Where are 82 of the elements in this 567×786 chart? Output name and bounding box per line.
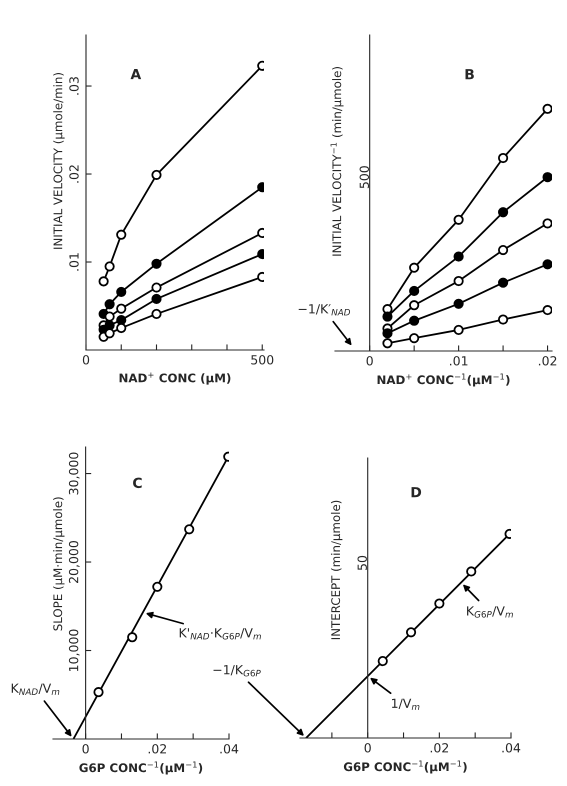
point — [542, 104, 552, 114]
point — [409, 262, 420, 273]
text: B — [466, 69, 474, 80]
point — [116, 230, 126, 240]
point — [104, 328, 115, 338]
point — [382, 312, 393, 322]
x-tick-label: 0 — [364, 743, 371, 753]
point — [542, 259, 552, 270]
point — [542, 218, 552, 228]
point — [382, 328, 393, 338]
point — [116, 304, 126, 314]
point — [454, 298, 464, 309]
point — [498, 314, 508, 325]
y-axis-title: INTERCEPT (min/µmole) — [330, 500, 342, 640]
point — [104, 311, 115, 322]
point — [434, 598, 444, 609]
annotation: A — [130, 68, 142, 80]
x-axis-title: NAD$^{+}$ CONC (µM) — [120, 372, 230, 385]
point — [409, 300, 420, 310]
point — [151, 170, 162, 180]
point — [104, 299, 115, 310]
x-axis-title: G6P CONC$^{−1}$(µM$^{−1}$) — [79, 762, 202, 775]
point — [409, 316, 420, 326]
point — [454, 324, 464, 336]
x-tick-label: 0 — [82, 744, 89, 754]
point — [104, 261, 115, 272]
annotation: 50 — [357, 556, 367, 570]
x-tick-label: 0 — [366, 356, 373, 366]
x-tick-label: .04 — [220, 744, 238, 754]
annotation: −1/K$_{G6P}$ — [214, 665, 261, 676]
x-tick-label: .02 — [538, 356, 556, 366]
point — [409, 333, 420, 344]
point — [152, 582, 162, 592]
point — [454, 251, 464, 262]
y-tick-label: 30,000 — [68, 452, 80, 494]
x-tick-label: .02 — [148, 744, 166, 754]
point — [409, 286, 420, 296]
point — [127, 632, 138, 642]
point — [406, 627, 416, 638]
annotation: K$_{G6P}$/V$_{m}$ — [467, 606, 513, 618]
annotation: 1/V$_{m}$ — [392, 698, 420, 710]
x-tick-label: .04 — [502, 743, 520, 753]
point — [498, 207, 508, 218]
x-tick-label: .02 — [430, 743, 448, 753]
point — [542, 305, 552, 316]
point — [151, 282, 162, 293]
annotation: 500 — [360, 166, 370, 188]
annotation: C — [133, 478, 142, 488]
y-tick-label: .01 — [69, 253, 79, 271]
text: D — [412, 487, 422, 498]
point — [498, 278, 508, 288]
y-tick-label: 10,000 — [68, 629, 80, 672]
point — [542, 172, 552, 182]
point — [98, 276, 109, 286]
x-axis-title: NAD$^{+}$ CONC$^{−1}$(µM$^{−1}$) — [378, 374, 510, 387]
point — [151, 258, 162, 269]
y-axis-title: SLOPE (µM·min/µmole) — [53, 497, 64, 630]
point — [466, 566, 476, 577]
y-tick-label: .02 — [69, 165, 79, 183]
y-axis-title: INITIAL VELOCITY (µmole/min) — [53, 73, 65, 249]
point — [498, 244, 508, 256]
point — [498, 152, 508, 164]
point — [116, 286, 126, 297]
point — [184, 524, 194, 534]
point — [116, 322, 126, 334]
point — [378, 656, 388, 666]
point — [454, 276, 464, 286]
point — [151, 294, 162, 304]
point — [382, 338, 393, 348]
point — [93, 687, 104, 698]
point — [454, 214, 464, 225]
x-tick-label: 500 — [251, 355, 274, 365]
annotation: K$_{NAD}$/V$_{m}$ — [12, 684, 60, 695]
x-axis-title: G6P CONC$^{−1}$(µM$^{−1}$) — [344, 760, 467, 774]
x-tick-label: 0 — [82, 355, 90, 365]
annotation: K'$_{NAD}$·K$_{G6P}$/V$_{m}$ — [180, 628, 261, 640]
y-axis-title: INITIAL VELOCITY$^{−1}$ (min/µmole) — [330, 67, 344, 256]
point — [151, 308, 162, 319]
annotation: −1/K′$_{NAD}$ — [298, 304, 350, 316]
y-tick-label: .03 — [69, 77, 79, 95]
x-tick-label: .01 — [450, 356, 468, 366]
y-tick-label: 20,000 — [68, 540, 80, 583]
